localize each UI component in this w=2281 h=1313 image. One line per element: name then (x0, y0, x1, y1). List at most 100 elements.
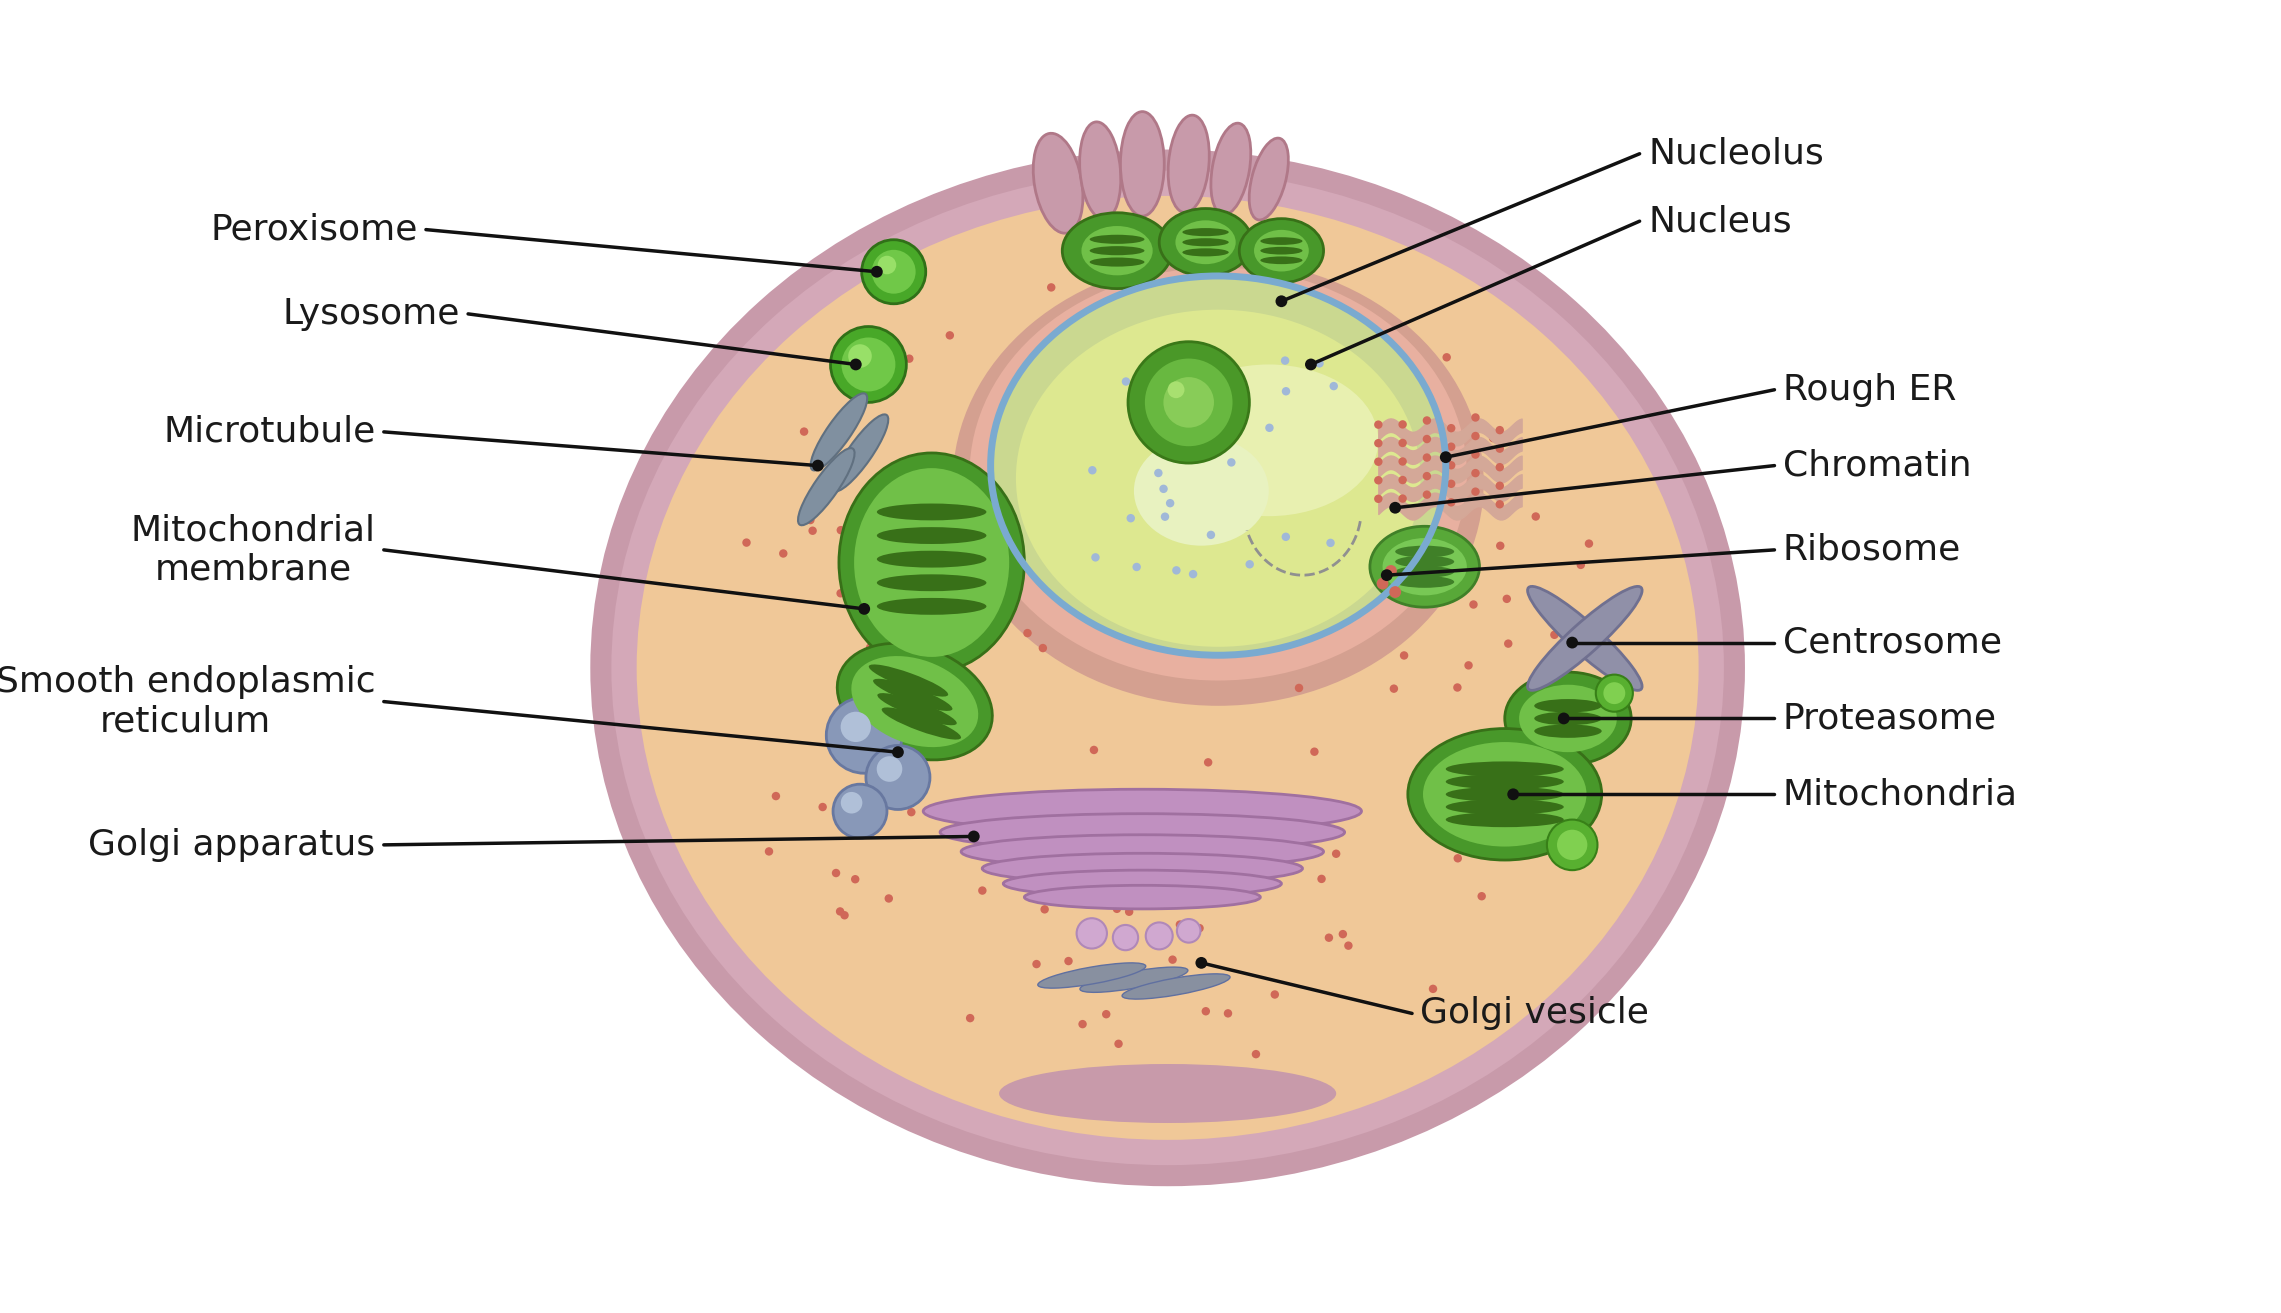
Circle shape (1464, 838, 1474, 847)
Text: Mitochondria: Mitochondria (1784, 777, 2019, 811)
Text: Peroxisome: Peroxisome (210, 213, 417, 247)
Ellipse shape (990, 276, 1446, 655)
Circle shape (1332, 850, 1341, 857)
Circle shape (1168, 956, 1177, 964)
Ellipse shape (1396, 555, 1455, 567)
Circle shape (1471, 450, 1480, 458)
Circle shape (876, 655, 883, 664)
Circle shape (1423, 416, 1430, 424)
Ellipse shape (940, 814, 1344, 851)
Circle shape (1079, 1020, 1086, 1028)
Text: Golgi apparatus: Golgi apparatus (89, 829, 376, 861)
Circle shape (1446, 498, 1455, 507)
Circle shape (1373, 495, 1382, 503)
Text: Centrosome: Centrosome (1784, 625, 2003, 659)
Circle shape (1480, 759, 1487, 768)
Circle shape (837, 590, 844, 597)
Circle shape (1318, 874, 1325, 884)
Circle shape (1102, 1010, 1111, 1019)
Circle shape (1207, 530, 1216, 540)
Circle shape (1188, 570, 1198, 578)
Ellipse shape (1396, 576, 1455, 588)
Circle shape (1195, 957, 1207, 969)
Circle shape (1245, 561, 1255, 569)
Circle shape (1163, 377, 1213, 428)
Circle shape (1446, 479, 1455, 488)
Circle shape (1195, 924, 1204, 932)
Circle shape (1115, 1040, 1122, 1048)
Circle shape (871, 249, 915, 294)
Circle shape (1489, 433, 1496, 442)
Circle shape (842, 337, 896, 391)
Circle shape (1398, 420, 1407, 428)
Ellipse shape (1535, 725, 1601, 738)
Ellipse shape (1250, 138, 1289, 221)
Ellipse shape (611, 171, 1724, 1165)
Circle shape (1385, 565, 1396, 576)
Circle shape (849, 344, 871, 368)
Circle shape (1282, 387, 1291, 395)
Circle shape (839, 911, 849, 919)
Ellipse shape (876, 597, 985, 614)
Circle shape (1024, 629, 1031, 637)
Circle shape (867, 746, 931, 810)
Ellipse shape (953, 259, 1483, 706)
Circle shape (1330, 382, 1339, 390)
Circle shape (1125, 856, 1131, 864)
Circle shape (1496, 463, 1503, 471)
Circle shape (835, 907, 844, 915)
Circle shape (1389, 684, 1398, 693)
Circle shape (908, 807, 915, 817)
Circle shape (1531, 512, 1540, 521)
Ellipse shape (1261, 247, 1302, 255)
Circle shape (1125, 907, 1134, 916)
Circle shape (1503, 639, 1512, 647)
Circle shape (1398, 457, 1407, 466)
Circle shape (1380, 570, 1394, 582)
Ellipse shape (853, 469, 1008, 656)
Circle shape (1339, 930, 1348, 939)
Circle shape (1547, 685, 1556, 693)
Ellipse shape (1063, 213, 1172, 289)
Ellipse shape (999, 1064, 1337, 1123)
Circle shape (1065, 957, 1072, 965)
Ellipse shape (591, 150, 1745, 1186)
Ellipse shape (1159, 365, 1378, 516)
Ellipse shape (1407, 729, 1601, 860)
Circle shape (876, 756, 903, 781)
Circle shape (1471, 469, 1480, 478)
Circle shape (842, 792, 862, 814)
Ellipse shape (874, 679, 953, 710)
Circle shape (1325, 538, 1334, 548)
Circle shape (1325, 934, 1332, 941)
Circle shape (976, 632, 985, 639)
Circle shape (1597, 675, 1633, 712)
Circle shape (937, 663, 944, 672)
Circle shape (1129, 341, 1250, 463)
Circle shape (851, 358, 862, 370)
Circle shape (1373, 457, 1382, 466)
Circle shape (894, 729, 901, 738)
Circle shape (944, 642, 953, 651)
Circle shape (812, 460, 823, 471)
Circle shape (1442, 353, 1451, 361)
Ellipse shape (878, 693, 956, 725)
Circle shape (965, 1014, 974, 1023)
Ellipse shape (1396, 566, 1455, 578)
Text: Nucleolus: Nucleolus (1649, 137, 1825, 171)
Circle shape (1606, 651, 1615, 660)
Circle shape (899, 706, 908, 714)
Circle shape (805, 516, 814, 524)
Ellipse shape (1175, 221, 1236, 264)
Ellipse shape (1122, 974, 1229, 999)
Circle shape (826, 697, 903, 773)
Circle shape (1316, 360, 1323, 368)
Circle shape (1478, 892, 1485, 901)
Circle shape (1145, 923, 1172, 949)
Circle shape (1090, 553, 1099, 562)
Circle shape (1261, 864, 1271, 872)
Circle shape (1592, 637, 1601, 646)
Ellipse shape (1211, 123, 1250, 215)
Circle shape (1483, 734, 1492, 743)
Circle shape (849, 784, 858, 793)
